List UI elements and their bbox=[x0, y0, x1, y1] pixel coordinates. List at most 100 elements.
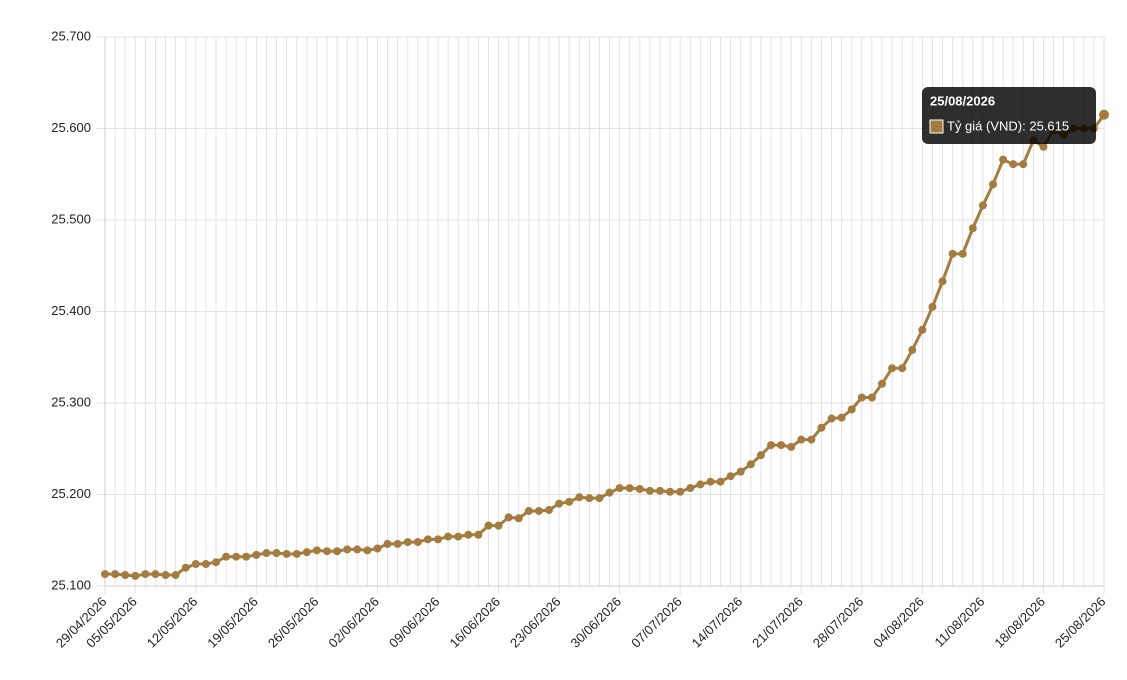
x-tick-label: 21/07/2026 bbox=[749, 594, 806, 651]
point bbox=[706, 477, 715, 486]
x-tick-label: 02/06/2026 bbox=[325, 594, 382, 651]
point bbox=[656, 486, 664, 495]
point bbox=[272, 549, 281, 558]
point bbox=[222, 552, 231, 561]
point bbox=[888, 364, 897, 373]
point bbox=[171, 571, 180, 580]
point bbox=[928, 302, 937, 311]
x-tick-label: 23/06/2026 bbox=[507, 594, 564, 651]
point bbox=[545, 506, 553, 515]
y-tick-label: 25.400 bbox=[51, 303, 91, 318]
tooltip-title: 25/08/2026 bbox=[930, 93, 995, 108]
point bbox=[212, 558, 220, 567]
point bbox=[514, 514, 523, 523]
point bbox=[565, 497, 574, 506]
x-tick-label: 28/07/2026 bbox=[810, 594, 867, 651]
point bbox=[716, 477, 725, 486]
point bbox=[434, 535, 442, 544]
point bbox=[393, 539, 402, 548]
point bbox=[363, 546, 372, 555]
point bbox=[676, 487, 685, 496]
point bbox=[151, 570, 160, 579]
point bbox=[625, 484, 634, 493]
point bbox=[615, 484, 624, 493]
x-tick-label: 14/07/2026 bbox=[689, 594, 746, 651]
point bbox=[141, 570, 150, 579]
point bbox=[111, 570, 120, 579]
point bbox=[847, 405, 856, 414]
point bbox=[181, 563, 190, 572]
point bbox=[978, 201, 987, 210]
point bbox=[635, 485, 644, 494]
point bbox=[484, 521, 493, 530]
x-tick-label: 07/07/2026 bbox=[628, 594, 685, 651]
point bbox=[524, 506, 533, 515]
point bbox=[686, 484, 695, 493]
point bbox=[837, 413, 846, 422]
point bbox=[555, 499, 564, 508]
x-tick-label: 11/08/2026 bbox=[932, 594, 988, 650]
point bbox=[817, 423, 826, 432]
point bbox=[302, 548, 311, 557]
line bbox=[105, 113, 1106, 578]
point bbox=[312, 546, 321, 555]
point bbox=[464, 530, 473, 539]
point bbox=[353, 545, 362, 554]
point bbox=[252, 550, 261, 559]
x-tick-label: 25/08/2026 bbox=[1052, 594, 1109, 651]
point bbox=[645, 486, 654, 495]
tooltip-box bbox=[922, 87, 1096, 144]
point bbox=[999, 155, 1008, 164]
x-tick-label: 09/06/2026 bbox=[386, 594, 443, 651]
point bbox=[1039, 142, 1048, 151]
point bbox=[121, 571, 130, 580]
point bbox=[383, 539, 392, 548]
point bbox=[867, 393, 876, 402]
point bbox=[343, 545, 352, 554]
point bbox=[878, 379, 886, 388]
point bbox=[423, 535, 432, 544]
point bbox=[898, 364, 907, 373]
point bbox=[958, 249, 967, 258]
point bbox=[282, 549, 291, 558]
point bbox=[968, 224, 977, 233]
point bbox=[948, 249, 957, 258]
y-tick-label: 25.300 bbox=[51, 394, 91, 409]
point bbox=[797, 435, 806, 444]
tooltip-swatch bbox=[929, 119, 944, 134]
point bbox=[413, 538, 422, 547]
y-tick-label: 25.200 bbox=[51, 486, 91, 501]
point bbox=[989, 180, 997, 189]
point bbox=[504, 513, 513, 522]
point bbox=[746, 460, 755, 469]
point bbox=[908, 345, 917, 354]
point bbox=[918, 325, 927, 334]
point bbox=[494, 521, 503, 530]
tooltip: 25/08/2026 Tỷ giá (VND): 25.615 bbox=[922, 87, 1096, 144]
point bbox=[666, 487, 675, 496]
point bbox=[534, 506, 543, 515]
point bbox=[191, 560, 200, 569]
point bbox=[575, 493, 584, 502]
x-tick-label: 19/05/2026 bbox=[204, 594, 261, 651]
point bbox=[292, 549, 301, 558]
point bbox=[726, 472, 735, 481]
point bbox=[161, 571, 170, 580]
point bbox=[777, 441, 786, 450]
x-tick-label: 04/08/2026 bbox=[870, 594, 927, 651]
point bbox=[323, 547, 331, 556]
point bbox=[201, 560, 210, 569]
point bbox=[787, 442, 796, 451]
point bbox=[131, 571, 140, 580]
x-tick-label: 26/05/2026 bbox=[265, 594, 322, 651]
point bbox=[232, 552, 241, 561]
point bbox=[1099, 109, 1109, 120]
plot bbox=[101, 109, 1109, 580]
point bbox=[403, 538, 412, 547]
point bbox=[474, 530, 483, 539]
point bbox=[1009, 160, 1018, 169]
point bbox=[857, 393, 866, 402]
point bbox=[373, 544, 382, 553]
y-tick-label: 25.600 bbox=[51, 120, 91, 135]
